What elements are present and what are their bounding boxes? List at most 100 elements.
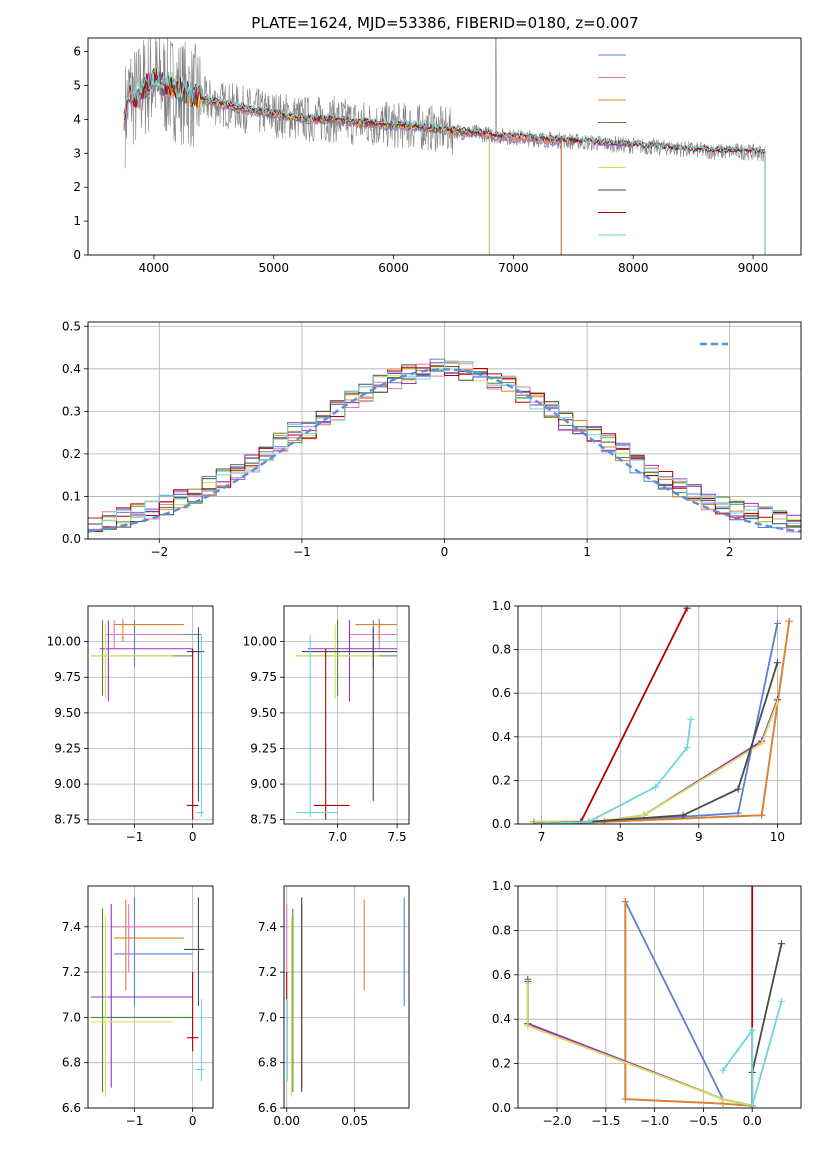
panel-age_vs_Z: −1 0 8.75 9.00 9.25 9.50 9.75 10.00: [47, 605, 214, 844]
y-tick-label: 9.75: [54, 670, 81, 684]
weight-point-marker: [621, 1095, 629, 1103]
x-tick-label: −2.0: [542, 1114, 571, 1128]
x-tick-label: 0.00: [273, 1114, 300, 1128]
weight-point-marker: [773, 659, 781, 667]
weight-point-marker: [773, 619, 781, 627]
x-tick-label: 6000: [378, 261, 409, 275]
y-tick-label: 6.8: [62, 1056, 81, 1070]
weight-point-marker: [773, 698, 781, 706]
x-tick-label: 0: [441, 545, 449, 559]
weight-point-marker: [530, 820, 538, 824]
weight-point-marker: [652, 783, 660, 791]
weight-series-line: [722, 1001, 783, 1107]
x-tick-label: 7: [538, 830, 546, 844]
axes-frame: [87, 885, 214, 1109]
normal-curve: [88, 368, 801, 533]
y-tick-label: 7.4: [62, 920, 81, 934]
weight-point-marker: [734, 785, 742, 793]
y-tick-label: 0.8: [492, 643, 511, 657]
y-tick-label: 9.25: [250, 741, 277, 755]
panel-weight_vs_Z: −2.0 −1.5 −1.0 −0.5 0.0 0.0 0.2 0.4 0.6 0.8 1.0: [492, 879, 802, 1128]
plot-area: [524, 886, 785, 1108]
weight-point-marker: [683, 744, 691, 752]
model-spectrum-line: [123, 68, 766, 255]
plot-area: [123, 38, 766, 255]
axes-frame: [283, 885, 410, 1109]
weight-point-marker: [748, 886, 756, 890]
y-tick-label: 9.00: [250, 777, 277, 791]
weight-series-line: [533, 621, 791, 824]
axes-frame: [87, 37, 802, 256]
plot-area: [88, 358, 801, 533]
axes-frame: [517, 885, 802, 1109]
weight-series-line: [526, 981, 753, 1107]
weight-point-marker: [687, 715, 695, 723]
y-tick-label: 0.6: [492, 968, 511, 982]
y-tick-label: 0.5: [62, 319, 81, 333]
x-tick-label: 0.05: [341, 1114, 368, 1128]
plot-area: [90, 897, 205, 1097]
y-tick-label: 0.4: [62, 362, 81, 376]
x-tick-label: −1.0: [640, 1114, 669, 1128]
x-tick-label: 0.0: [743, 1114, 762, 1128]
y-tick-label: 0.8: [492, 923, 511, 937]
x-tick-label: −0.5: [689, 1114, 718, 1128]
plot-area: [90, 618, 205, 820]
weight-point-marker: [621, 898, 629, 906]
y-tick-label: 0.1: [62, 489, 81, 503]
x-tick-label: −1: [126, 830, 144, 844]
axes-frame: [517, 605, 802, 825]
weight-point-marker: [524, 1022, 532, 1030]
y-tick-label: 0.2: [62, 447, 81, 461]
y-tick-label: 0.0: [492, 1101, 511, 1115]
y-tick-label: 7.4: [258, 920, 277, 934]
x-tick-label: 7000: [498, 261, 529, 275]
y-tick-label: 9.50: [54, 706, 81, 720]
y-tick-label: 1.0: [492, 879, 511, 893]
weight-series-line: [526, 983, 753, 1107]
plot-area: [295, 618, 398, 820]
x-tick-label: 10: [770, 830, 785, 844]
model-spectrum-line: [123, 71, 766, 255]
weight-series-line: [751, 943, 783, 1108]
y-tick-label: 5: [73, 78, 81, 92]
y-tick-label: 0.3: [62, 404, 81, 418]
x-tick-label: 7.5: [388, 830, 407, 844]
panel-age_vs_mass: 7.0 7.5 8.75 9.00 9.25 9.50 9.75 10.00: [243, 605, 410, 844]
x-tick-label: 8: [616, 830, 624, 844]
x-tick-label: 5000: [258, 261, 289, 275]
panel-residuals: −2 −1 0 1 2 0.0 0.1 0.2 0.3 0.4 0.5: [62, 319, 802, 559]
weight-series-line: [526, 979, 753, 1107]
y-tick-label: 6.8: [258, 1056, 277, 1070]
weight-series-line: [624, 901, 753, 1107]
x-tick-label: 7.0: [328, 830, 347, 844]
y-tick-label: 3: [73, 146, 81, 160]
y-tick-label: 0: [73, 248, 81, 262]
y-tick-label: 7.0: [258, 1010, 277, 1024]
weight-point-marker: [777, 940, 785, 948]
weight-series-line: [624, 901, 753, 1107]
legend: [598, 54, 626, 236]
x-tick-label: 2: [726, 545, 734, 559]
weight-point-marker: [719, 1095, 727, 1103]
panel-spectrum: 4000 5000 6000 7000 8000 9000 0 1 2 3 4 5 6: [73, 37, 802, 275]
weight-series-line: [533, 621, 791, 824]
y-tick-label: 1.0: [492, 599, 511, 613]
weight-point-marker: [524, 980, 532, 988]
x-tick-label: 9000: [738, 261, 769, 275]
y-tick-label: 7.2: [62, 965, 81, 979]
weight-point-marker: [777, 997, 785, 1005]
y-tick-label: 4: [73, 112, 81, 126]
x-tick-label: 0: [189, 1114, 197, 1128]
y-tick-label: 9.25: [54, 741, 81, 755]
y-tick-label: 8.75: [250, 813, 277, 827]
residual-histogram: [88, 366, 801, 532]
x-tick-label: 4000: [139, 261, 170, 275]
y-tick-label: 6.6: [258, 1101, 277, 1115]
weight-point-marker: [719, 1066, 727, 1074]
y-tick-label: 9.00: [54, 777, 81, 791]
weight-point-marker: [748, 1102, 756, 1108]
weight-point-marker: [758, 739, 766, 747]
y-tick-label: 0.4: [492, 730, 511, 744]
panel-mass_vs_EBV: 0.00 0.05 6.6 6.8 7.0 7.2 7.4: [258, 885, 410, 1128]
